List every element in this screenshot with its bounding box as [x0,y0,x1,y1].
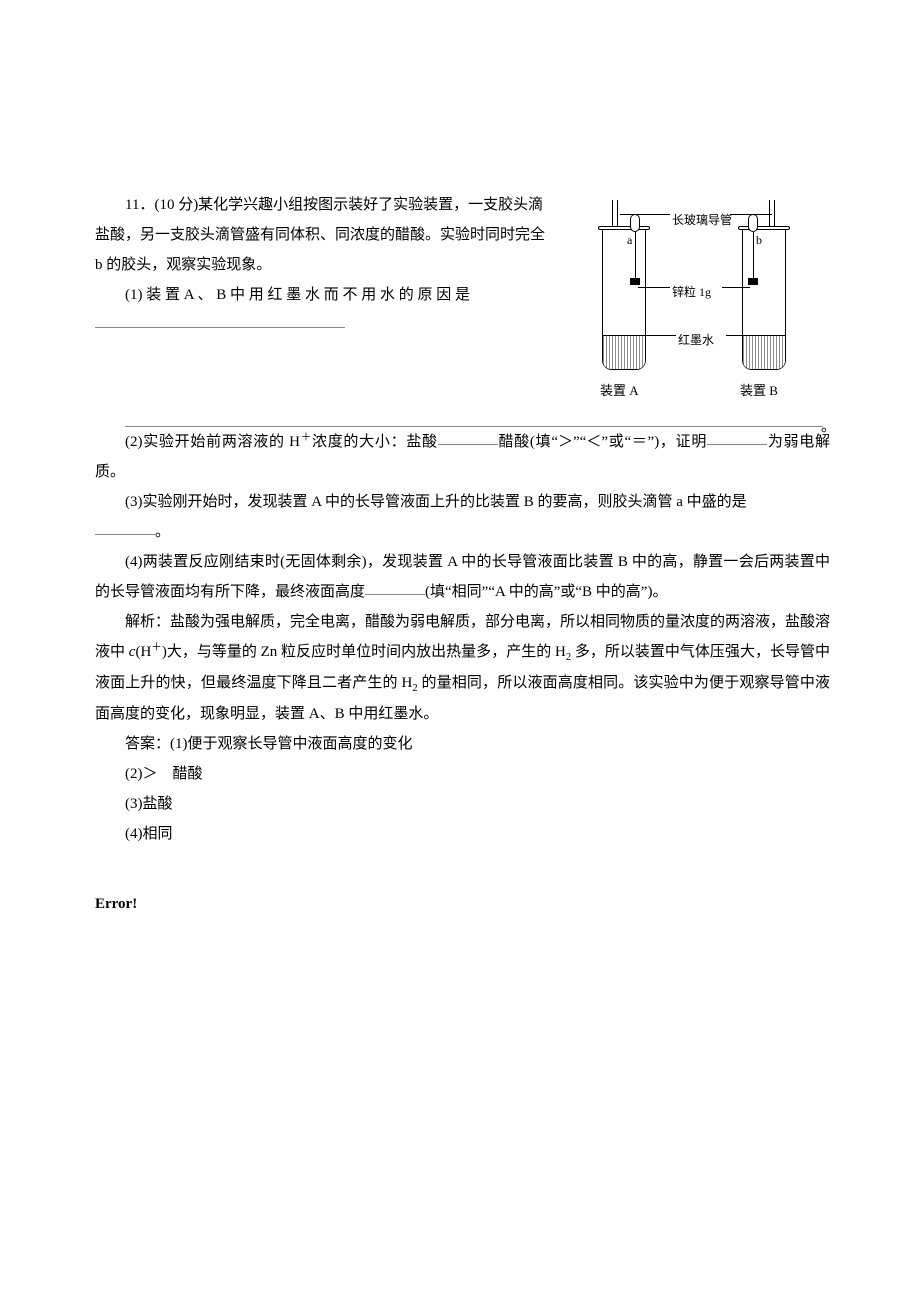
q11-part2: (2)实验开始前两溶液的 H＋浓度的大小：盐酸 醋酸(填“＞”“＜”或“＝”)，证… [95,427,830,487]
q11-p2-a: (2)实验开始前两溶液的 H [125,434,300,450]
q11-stem-c: b 的胶头，观察实验现象。 [95,257,271,273]
q11-part4: (4)两装置反应刚结束时(无固体剩余)，发现装置 A 中的长导管液面比装置 B … [95,547,830,607]
period-mark: 。 [155,524,170,540]
superscript-plus: ＋ [151,642,162,653]
label-glass-tube: 长玻璃导管 [672,208,732,232]
blank-inline [365,579,425,596]
q11-stem-a: 11．(10 分)某化学兴趣小组按图示装好了实验装置，一支胶头滴 [125,197,543,213]
test-tube-b [742,230,786,370]
explain-c: )大，与等量的 Zn 粒反应时单位时间内放出热量多，产生的 H [162,644,566,660]
error-text: Error! [95,889,830,919]
superscript-plus: ＋ [300,432,312,443]
test-tube-cap-b [738,226,790,230]
blank-inline [438,429,498,446]
answer-2: (2)＞ 醋酸 [95,759,830,789]
ink-fill-a [603,335,645,369]
pointer-line [630,335,676,336]
label-device-b: 装置 B [740,378,778,404]
test-tube-a [602,230,646,370]
ink-fill-b [743,335,785,369]
answer-4: (4)相同 [95,819,830,849]
answer-3: (3)盐酸 [95,789,830,819]
q11-p4-b: (填“相同”“A 中的高”或“B 中的高”)。 [425,584,667,600]
label-ink: 红墨水 [678,328,714,352]
q11-stem-b: 盐酸，另一支胶头滴管盛有同体积、同浓度的醋酸。实验时同时完全 [95,227,545,243]
pointer-line [722,287,750,288]
explain-b: (H [135,644,151,660]
q11-p1-text: (1) 装 置 A 、 B 中 用 红 墨 水 而 不 用 水 的 原 因 是 [125,287,470,303]
label-a: a [627,228,632,252]
label-b: b [756,228,762,252]
apparatus-figure-wrap: 长玻璃导管 a b 锌粒 1g 红墨水 装置 A 装置 B [570,190,830,400]
q11-p2-b: 浓度的大小：盐酸 [312,434,438,450]
blank-underline-long: 。 [125,426,823,427]
q11-p3-a: (3)实验刚开始时，发现装置 A 中的长导管液面上升的比装置 B 的要高，则胶头… [125,494,747,510]
pointer-line [620,214,670,215]
period-mark: 。 [821,412,836,442]
zinc-grain-a [630,278,640,285]
blank-inline [707,429,767,446]
blank-underline-short [95,312,345,329]
label-device-a: 装置 A [600,378,639,404]
answer-1: 答案：(1)便于观察长导管中液面高度的变化 [95,729,830,759]
label-zinc: 锌粒 1g [672,280,711,304]
pointer-line [730,214,772,215]
pointer-line [726,335,756,336]
apparatus-figure: 长玻璃导管 a b 锌粒 1g 红墨水 装置 A 装置 B [570,190,830,400]
test-tube-cap-a [598,226,650,230]
pointer-line [638,287,670,288]
q11-p2-c: 醋酸(填“＞”“＜”或“＝”)，证明 [498,434,707,450]
blank-inline [95,519,155,536]
dropper-stem-b [753,232,754,278]
document-page: 长玻璃导管 a b 锌粒 1g 红墨水 装置 A 装置 B 11．(10 分)某… [0,0,920,1019]
dropper-stem-a [635,232,636,278]
q11-part3-blank: 。 [95,517,830,547]
zinc-grain-b [748,278,758,285]
q11-part3: (3)实验刚开始时，发现装置 A 中的长导管液面上升的比装置 B 的要高，则胶头… [95,487,830,517]
explanation: 解析：盐酸为强电解质，完全电离，醋酸为弱电解质，部分电离，所以相同物质的量浓度的… [95,607,830,729]
